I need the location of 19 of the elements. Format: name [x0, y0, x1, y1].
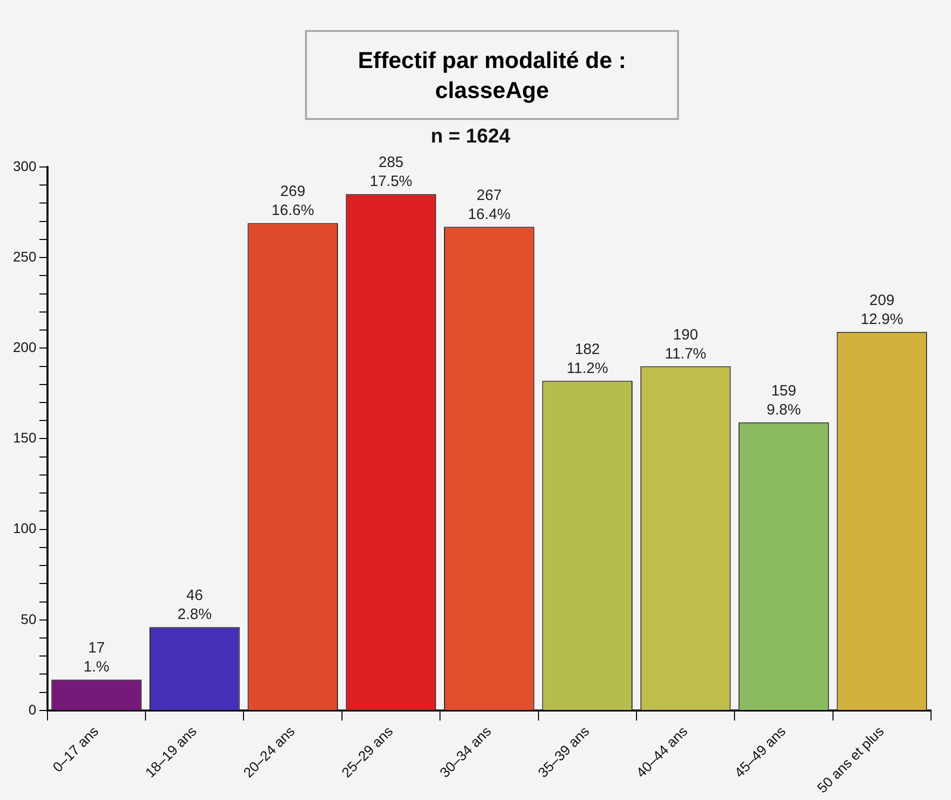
data-label: 209 12.9%: [860, 292, 904, 328]
y-tick-label: 0: [28, 701, 37, 718]
y-tick-label: 300: [13, 158, 37, 174]
data-label: 17 1.%: [84, 640, 110, 676]
data-label: 46 2.8%: [178, 587, 212, 624]
data-label: 190 11.7%: [664, 326, 706, 362]
data-label: 285 17.5%: [370, 154, 412, 190]
data-label: 182 11.2%: [566, 340, 608, 377]
y-tick-label: 200: [13, 339, 37, 356]
y-tick-label: 150: [13, 430, 37, 446]
chart-title: Effectif par modalité de : classeAge: [305, 30, 679, 120]
data-label: 269 16.6%: [272, 183, 314, 220]
data-label: 267 16.4%: [468, 186, 510, 223]
y-tick-label: 100: [13, 520, 37, 536]
data-label: 159 9.8%: [766, 382, 801, 418]
y-tick-label: 250: [13, 248, 37, 264]
x-tick-label: 50 ans et plus: [814, 722, 887, 796]
chart-subtitle: n = 1624: [430, 126, 512, 148]
y-tick-label: 50: [20, 610, 37, 627]
